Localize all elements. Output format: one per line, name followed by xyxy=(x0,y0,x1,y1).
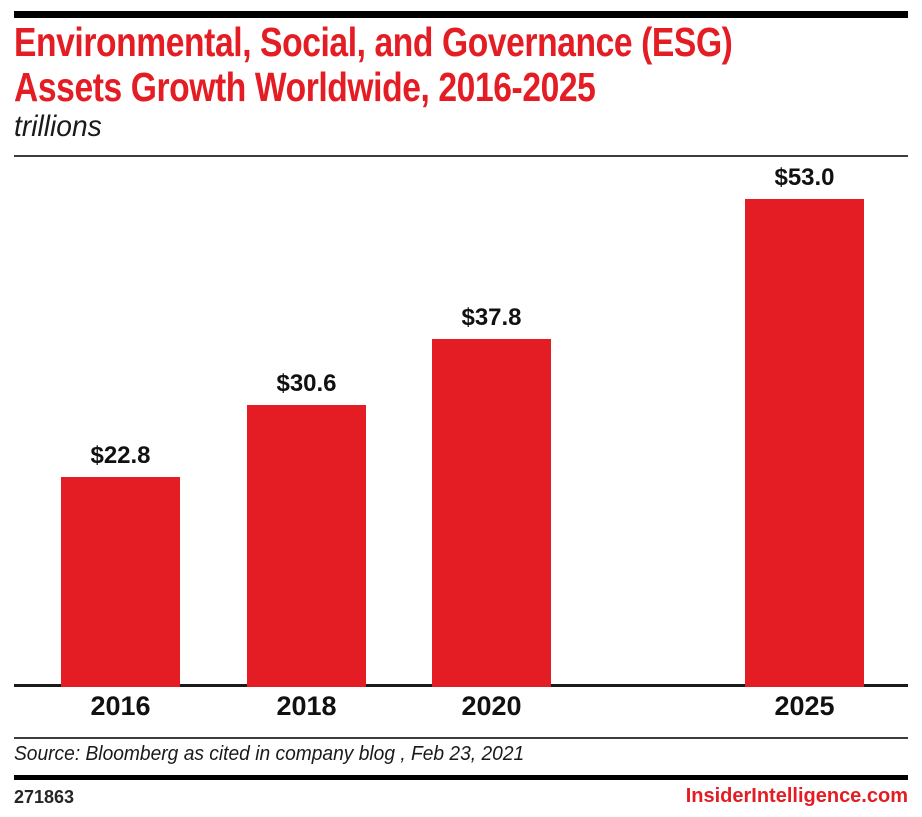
chart-plot-area: $22.8 $30.6 $37.8 $53.0 xyxy=(14,157,908,687)
bar-2020 xyxy=(432,339,551,687)
bar-2018 xyxy=(247,405,366,687)
x-tick-2016: 2016 xyxy=(90,691,151,721)
source-note: Source: Bloomberg as cited in company bl… xyxy=(14,743,525,765)
chart-title-line1: Environmental, Social, and Governance (E… xyxy=(14,19,733,65)
bar-2025 xyxy=(745,199,864,687)
bar-value-label-2025: $53.0 xyxy=(774,164,835,191)
axis-divider-rule xyxy=(14,737,908,739)
bar-group-2025: $53.0 xyxy=(745,157,864,687)
bar-2016 xyxy=(61,477,180,687)
top-accent-rule xyxy=(14,11,908,18)
bar-group-2016: $22.8 xyxy=(61,157,180,687)
bar-group-2018: $30.6 xyxy=(247,157,366,687)
chart-title-line2: Assets Growth Worldwide, 2016-2025 xyxy=(14,64,596,110)
footer-divider-bar xyxy=(14,775,908,780)
bar-group-2020: $37.8 xyxy=(432,157,551,687)
bar-value-label-2020: $37.8 xyxy=(461,304,522,331)
chart-title: Environmental, Social, and Governance (E… xyxy=(14,19,733,110)
bar-value-label-2016: $22.8 xyxy=(90,442,151,469)
chart-subtitle: trillions xyxy=(14,110,102,143)
header-divider-rule xyxy=(14,155,908,157)
chart-id: 271863 xyxy=(14,787,75,807)
x-axis-labels: 2016 2018 2020 2025 xyxy=(14,691,908,725)
bar-value-label-2018: $30.6 xyxy=(276,370,337,397)
x-tick-2025: 2025 xyxy=(774,691,835,721)
x-tick-2020: 2020 xyxy=(461,691,522,721)
brand-site-link[interactable]: InsiderIntelligence.com xyxy=(685,785,908,807)
x-tick-2018: 2018 xyxy=(276,691,337,721)
